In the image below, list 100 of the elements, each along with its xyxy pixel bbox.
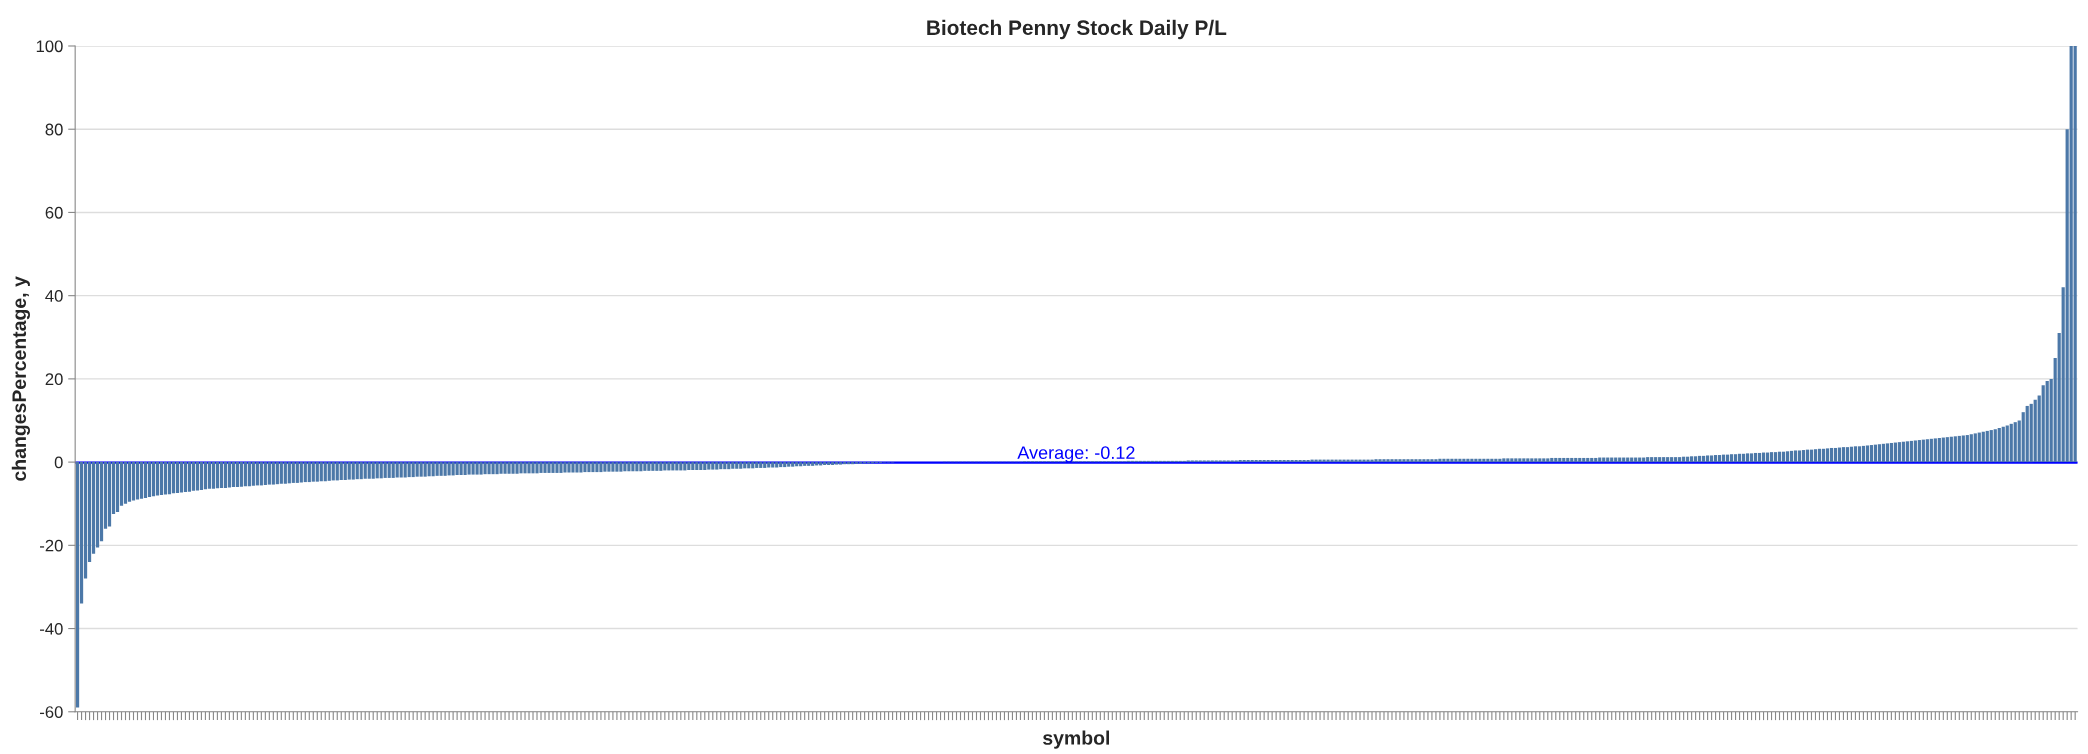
bar: [1434, 459, 1438, 463]
bar: [695, 462, 699, 471]
bar: [2025, 405, 2029, 463]
bar: [735, 462, 739, 469]
bar: [467, 462, 471, 475]
bar: [2041, 385, 2045, 463]
bar: [471, 462, 475, 475]
bar: [243, 462, 247, 487]
bar: [315, 462, 319, 482]
bar: [1382, 459, 1386, 463]
bar: [795, 462, 799, 467]
bar: [1330, 459, 1334, 463]
bar: [1865, 445, 1870, 463]
bar: [743, 462, 747, 469]
bar: [475, 462, 479, 475]
bar: [399, 462, 403, 478]
x-axis-title: symbol: [1043, 730, 1110, 749]
bar: [499, 462, 503, 474]
bar: [1965, 435, 1969, 463]
bar: [727, 462, 731, 470]
bar: [1502, 458, 1506, 463]
bar: [1526, 458, 1530, 463]
bar: [1909, 440, 1913, 463]
bar: [231, 462, 235, 488]
bar: [219, 462, 223, 488]
bar: [539, 462, 543, 473]
bar: [1374, 459, 1378, 463]
bar: [519, 462, 523, 474]
bar: [1845, 447, 1850, 463]
bar: [403, 462, 407, 478]
bar: [435, 462, 439, 476]
bar: [1650, 457, 1654, 463]
bar: [723, 462, 727, 470]
bar: [1710, 455, 1714, 463]
bar: [1753, 452, 1758, 463]
bar: [1418, 459, 1422, 463]
bar: [711, 462, 715, 470]
bar: [1674, 457, 1678, 463]
bar: [1454, 458, 1458, 463]
bar: [1354, 459, 1358, 463]
bar: [1941, 437, 1945, 463]
bar: [607, 462, 611, 472]
bar: [611, 462, 615, 472]
bar: [143, 462, 148, 498]
bar: [415, 462, 419, 477]
bar: [1694, 456, 1698, 463]
bar: [175, 462, 180, 493]
bar: [1897, 442, 1901, 463]
bar: [363, 462, 367, 479]
bar: [1801, 450, 1806, 463]
bar: [2073, 45, 2077, 463]
bar: [423, 462, 427, 477]
bar: [835, 462, 839, 465]
bar: [311, 462, 315, 482]
bar: [575, 462, 579, 473]
bar: [1997, 427, 2001, 463]
bar: [1538, 458, 1542, 463]
bar: [1562, 457, 1566, 463]
bar: [1937, 437, 1941, 463]
bar: [275, 462, 279, 485]
bar: [707, 462, 711, 470]
bar: [1550, 457, 1554, 463]
bar: [419, 462, 423, 477]
bar: [459, 462, 463, 476]
bar: [1921, 439, 1925, 463]
chart-title: Biotech Penny Stock Daily P/L: [927, 19, 1227, 40]
bar: [1546, 458, 1550, 463]
bar: [1558, 457, 1562, 463]
bar: [1446, 458, 1450, 463]
bar: [731, 462, 735, 469]
y-tick-label: -20: [40, 539, 63, 552]
bar: [1881, 443, 1885, 463]
bar: [331, 462, 335, 481]
bar: [1885, 443, 1889, 463]
bar: [1594, 457, 1598, 463]
bar: [155, 462, 160, 496]
y-axis-title: changesPercentage, y: [11, 276, 30, 481]
bar: [351, 462, 355, 480]
bar: [687, 462, 691, 471]
bar: [1302, 460, 1306, 463]
bar: [1917, 440, 1921, 463]
bar: [339, 462, 343, 480]
bar: [371, 462, 375, 479]
bar: [139, 462, 144, 499]
bar: [1574, 457, 1578, 463]
bar: [1953, 436, 1957, 463]
bar: [563, 462, 567, 473]
bar: [507, 462, 511, 474]
bar: [183, 462, 188, 493]
bar: [1658, 457, 1662, 463]
bar: [515, 462, 519, 474]
bar: [1350, 459, 1354, 463]
bar: [263, 462, 267, 485]
bar: [771, 462, 775, 468]
bar: [823, 462, 827, 466]
bar: [1506, 458, 1510, 463]
y-tick-label: 40: [45, 290, 63, 302]
bar: [831, 462, 835, 466]
bar: [1534, 458, 1538, 463]
bar: [2009, 423, 2013, 463]
